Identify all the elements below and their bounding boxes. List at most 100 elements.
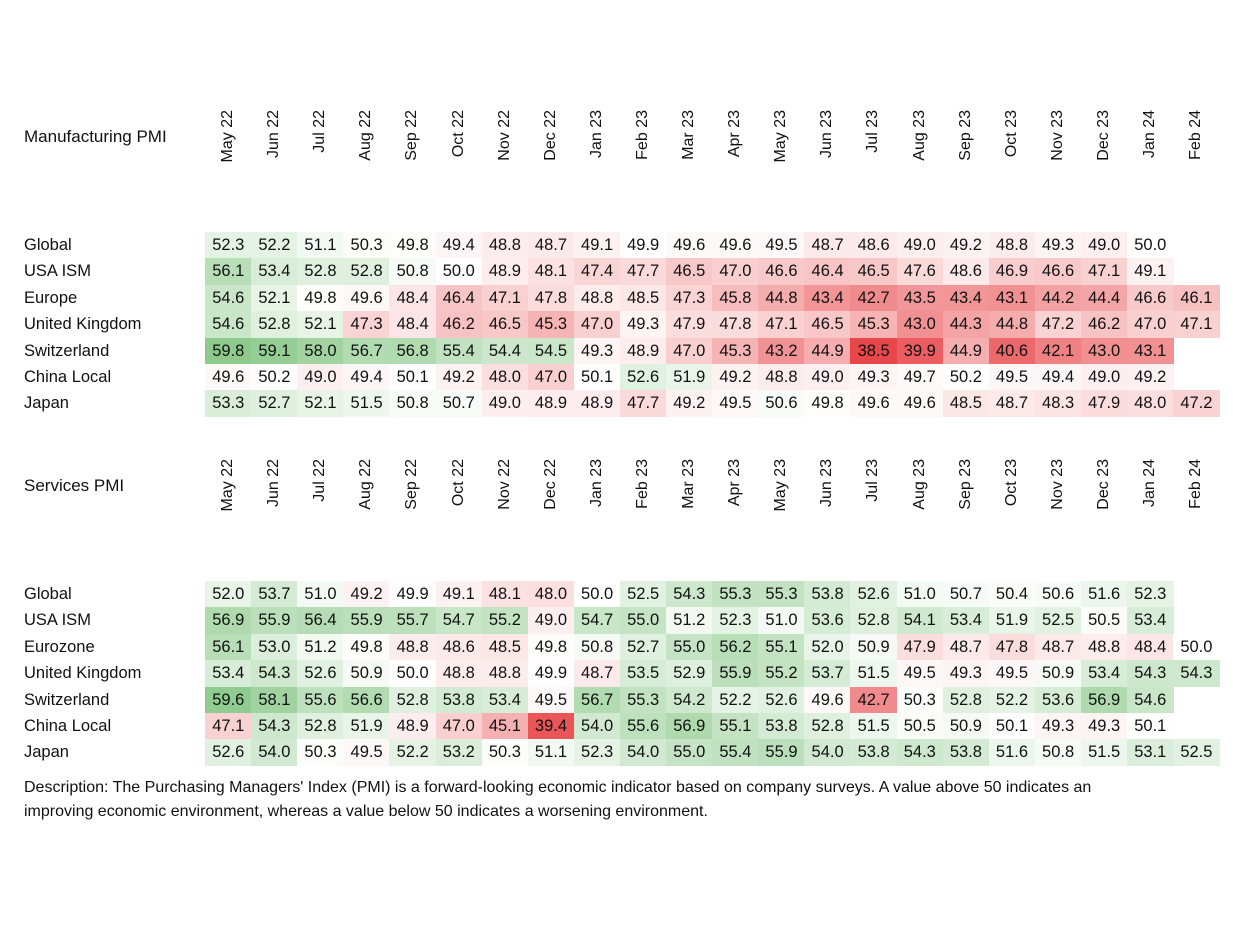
services-heatmap-cell: 51.9 (988, 607, 1036, 635)
manufacturing-heatmap-cell: 39.9 (896, 337, 944, 365)
services-heatmap-cell: 53.4 (1127, 607, 1174, 635)
services-heatmap-cell: 50.8 (1034, 739, 1082, 767)
services-heatmap-cell: 55.1 (758, 633, 805, 661)
services-heatmap-cell: 50.3 (297, 739, 344, 767)
services-heatmap-cell: 52.8 (942, 686, 990, 714)
services-column-label: Aug 22 (357, 459, 375, 510)
services-column-label: Apr 23 (726, 459, 744, 507)
manufacturing-heatmap-cell: 49.0 (481, 390, 529, 418)
manufacturing-heatmap-cell: 49.2 (435, 364, 483, 391)
services-heatmap-cell: 55.2 (758, 660, 805, 688)
manufacturing-heatmap-cell: 47.9 (1080, 390, 1128, 418)
services-heatmap-cell: 56.9 (666, 713, 713, 740)
services-heatmap-cell: 52.8 (389, 686, 436, 714)
manufacturing-heatmap-cell: 46.5 (850, 258, 897, 286)
manufacturing-heatmap-cell: 49.2 (712, 364, 759, 391)
services-heatmap-cell: 52.3 (1127, 581, 1174, 608)
manufacturing-column-label: Oct 23 (1002, 110, 1020, 158)
manufacturing-heatmap-cell: 47.1 (1173, 311, 1220, 339)
manufacturing-heatmap-cell: 47.4 (573, 258, 621, 286)
manufacturing-heatmap-cell: 48.9 (481, 258, 529, 286)
services-heatmap-cell: 50.3 (896, 686, 944, 714)
services-heatmap-cell: 48.8 (1080, 633, 1128, 661)
services-heatmap-cell: 52.8 (850, 607, 897, 635)
manufacturing-heatmap-cell: 47.2 (1034, 311, 1082, 339)
services-row-label: Global (24, 585, 72, 603)
services-heatmap-cell: 52.6 (850, 581, 897, 608)
services-column-label: Feb 24 (1187, 459, 1205, 509)
services-heatmap-cell: 48.7 (1034, 633, 1082, 661)
services-heatmap-cell: 55.0 (666, 739, 713, 767)
manufacturing-heatmap-cell: 49.5 (712, 390, 759, 418)
services-column-label: Jul 23 (864, 459, 882, 502)
services-pmi-title: Services PMI (24, 476, 125, 495)
manufacturing-heatmap-cell: 43.2 (758, 337, 805, 365)
services-heatmap-cell: 50.7 (942, 581, 990, 608)
services-column-label: Jul 22 (311, 459, 329, 502)
services-heatmap-cell: 55.4 (712, 739, 759, 767)
manufacturing-heatmap-cell: 50.0 (1127, 232, 1174, 259)
manufacturing-heatmap-cell: 43.1 (1127, 337, 1174, 365)
manufacturing-heatmap-cell: 45.8 (712, 284, 759, 312)
services-heatmap-cell: 49.5 (527, 686, 575, 714)
services-column-label: Dec 22 (541, 459, 559, 510)
manufacturing-heatmap-cell: 46.9 (988, 258, 1036, 286)
manufacturing-heatmap-cell: 50.1 (573, 364, 621, 391)
manufacturing-heatmap-cell: 46.2 (435, 311, 483, 339)
manufacturing-heatmap-cell: 54.4 (481, 337, 529, 365)
services-heatmap-cell: 56.6 (343, 686, 390, 714)
manufacturing-heatmap-cell: 49.6 (850, 390, 897, 418)
services-heatmap-cell: 53.7 (804, 660, 851, 688)
services-heatmap-cell: 49.3 (1034, 713, 1082, 740)
description-text: Description: The Purchasing Managers' In… (24, 779, 1092, 820)
services-column-label: Jan 23 (587, 459, 605, 508)
manufacturing-heatmap-cell: 50.7 (435, 390, 483, 418)
services-heatmap-cell: 56.1 (205, 633, 252, 661)
services-heatmap-cell: 54.6 (1127, 686, 1174, 714)
manufacturing-heatmap-cell: 46.1 (1173, 284, 1220, 312)
services-heatmap-cell: 51.0 (758, 607, 805, 635)
manufacturing-heatmap-cell: 46.4 (804, 258, 851, 286)
manufacturing-heatmap-cell: 48.9 (619, 337, 667, 365)
services-column-label: Oct 23 (1002, 459, 1020, 507)
services-column-label: Nov 22 (495, 459, 513, 510)
services-heatmap-cell: 50.0 (573, 581, 621, 608)
services-heatmap-cell: 52.8 (297, 713, 344, 740)
manufacturing-heatmap-cell: 47.7 (619, 390, 667, 418)
manufacturing-heatmap-cell: 49.2 (1127, 364, 1174, 391)
services-heatmap-cell: 53.4 (942, 607, 990, 635)
manufacturing-row-label: Japan (24, 394, 69, 413)
services-heatmap-cell: 56.7 (573, 686, 621, 714)
services-column-label: Feb 23 (633, 459, 651, 509)
services-heatmap-cell: 56.9 (1080, 686, 1128, 714)
manufacturing-heatmap-cell: 48.6 (850, 232, 897, 259)
manufacturing-column-label: Nov 23 (1048, 110, 1066, 161)
services-heatmap-cell: 50.1 (1127, 713, 1174, 740)
manufacturing-heatmap-cell: 49.1 (573, 232, 621, 259)
services-heatmap-cell: 53.8 (942, 739, 990, 767)
manufacturing-column-label: May 23 (772, 110, 790, 163)
manufacturing-heatmap-cell: 44.8 (758, 284, 805, 312)
services-heatmap-cell: 55.9 (758, 739, 805, 767)
services-heatmap-cell: 51.5 (850, 713, 897, 740)
manufacturing-heatmap-cell: 47.3 (666, 284, 713, 312)
manufacturing-column-label: Apr 23 (726, 110, 744, 158)
manufacturing-heatmap-cell: 47.1 (1080, 258, 1128, 286)
services-column-label: Dec 23 (1094, 459, 1112, 510)
manufacturing-heatmap-cell: 52.8 (251, 311, 298, 339)
manufacturing-heatmap-cell: 48.7 (527, 232, 575, 259)
services-heatmap-cell: 53.4 (1080, 660, 1128, 688)
services-heatmap-cell: 54.2 (666, 686, 713, 714)
services-heatmap-cell: 48.8 (481, 660, 529, 688)
manufacturing-heatmap-cell: 44.9 (942, 337, 990, 365)
services-heatmap-cell: 52.7 (619, 633, 667, 661)
services-heatmap-cell: 49.1 (435, 581, 483, 608)
manufacturing-heatmap-cell: 49.3 (1034, 232, 1082, 259)
manufacturing-heatmap-cell: 50.2 (942, 364, 990, 391)
services-heatmap-cell: 50.9 (1034, 660, 1082, 688)
manufacturing-heatmap-cell: 49.4 (1034, 364, 1082, 391)
services-heatmap-cell: 51.6 (988, 739, 1036, 767)
services-heatmap-cell: 53.8 (850, 739, 897, 767)
services-heatmap-cell: 48.9 (389, 713, 436, 740)
manufacturing-heatmap-cell: 52.1 (251, 284, 298, 312)
